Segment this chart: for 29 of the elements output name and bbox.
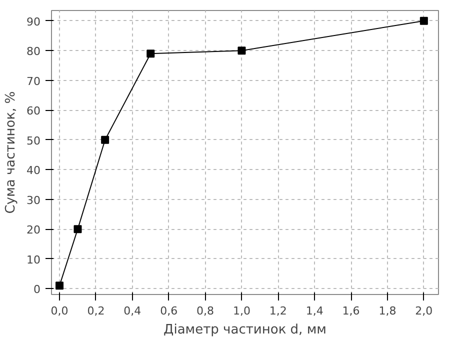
point: [238, 46, 246, 55]
x-tick-label: 0,4: [124, 304, 142, 318]
point: [420, 16, 428, 25]
x-tick-label: 2,0: [415, 304, 433, 318]
x-tick-label: 1,8: [378, 304, 396, 318]
y-tick-label: 0: [34, 283, 40, 296]
x-tick-label: 1,2: [269, 304, 287, 318]
y-tick-label: 20: [26, 224, 41, 237]
y-tick-label: 50: [26, 134, 41, 148]
x-tick-label: 1,0: [232, 304, 250, 318]
point: [56, 282, 64, 290]
x-tick-label: 1,4: [306, 304, 324, 318]
y-tick-label: 90: [26, 15, 41, 28]
y-axis-title: Сума частинок, %: [4, 91, 19, 214]
y-tick-label: 70: [26, 74, 41, 88]
point: [101, 136, 110, 144]
point: [74, 225, 82, 234]
x-tick-label: 0,6: [160, 304, 178, 318]
x-tick-label: 0,2: [87, 304, 105, 318]
y-tick-label: 30: [26, 194, 41, 207]
y-tick-label: 10: [26, 253, 41, 266]
point: [146, 50, 155, 58]
x-tick-label: 0,8: [196, 304, 214, 318]
y-tick-label: 40: [26, 164, 41, 178]
x-axis-title: Діаметр частинок d, мм: [164, 322, 326, 338]
x-tick-label: 0,0: [50, 304, 68, 318]
y-tick-label: 80: [26, 45, 41, 58]
x-tick-label: 1,6: [342, 304, 360, 318]
y-tick-label: 60: [26, 104, 41, 118]
